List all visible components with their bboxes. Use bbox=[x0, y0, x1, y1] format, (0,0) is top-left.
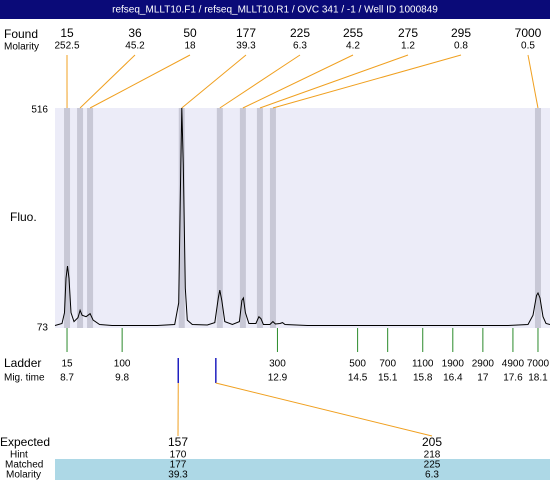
peak-leader bbox=[80, 55, 135, 108]
plot-area bbox=[55, 108, 550, 328]
molarity-label: Molarity bbox=[4, 42, 39, 53]
found-size: 255 bbox=[343, 26, 363, 40]
y-axis-label: Fluo. bbox=[10, 210, 37, 224]
y-tick-label: 73 bbox=[37, 323, 49, 334]
ladder-size: 1900 bbox=[442, 359, 465, 370]
found-size: 177 bbox=[236, 26, 256, 40]
ladder-time: 14.5 bbox=[348, 373, 368, 384]
found-size: 36 bbox=[128, 26, 142, 40]
ladder-size: 2900 bbox=[472, 359, 495, 370]
found-molarity: 0.8 bbox=[454, 41, 468, 52]
expected-molarity-label: Molarity bbox=[6, 470, 41, 480]
ladder-time: 9.8 bbox=[115, 373, 129, 384]
peak-band bbox=[257, 108, 263, 328]
matched-band bbox=[55, 459, 550, 480]
expected-leader bbox=[216, 383, 432, 436]
peak-leader bbox=[260, 55, 408, 108]
expected-molarity: 6.3 bbox=[425, 470, 439, 480]
ladder-time: 15.8 bbox=[413, 373, 433, 384]
ladder-time: 15.1 bbox=[378, 373, 398, 384]
peak-band bbox=[535, 108, 541, 328]
peak-leader bbox=[273, 55, 461, 108]
found-molarity: 0.5 bbox=[521, 41, 535, 52]
found-size: 295 bbox=[451, 26, 471, 40]
ladder-size: 1100 bbox=[412, 359, 434, 370]
found-size: 15 bbox=[60, 26, 74, 40]
ladder-time: 17.6 bbox=[503, 373, 523, 384]
expected-label: Expected bbox=[0, 435, 50, 449]
found-size: 225 bbox=[290, 26, 310, 40]
peak-band bbox=[77, 108, 83, 328]
found-molarity: 1.2 bbox=[401, 41, 415, 52]
ladder-size: 15 bbox=[61, 359, 73, 370]
ladder-time: 18.1 bbox=[528, 373, 548, 384]
found-size: 7000 bbox=[515, 26, 542, 40]
peak-band bbox=[270, 108, 276, 328]
found-label: Found bbox=[4, 27, 38, 41]
ladder-size: 500 bbox=[349, 359, 366, 370]
found-molarity: 252.5 bbox=[54, 41, 79, 52]
ladder-time: 12.9 bbox=[268, 373, 288, 384]
ladder-size: 4900 bbox=[502, 359, 525, 370]
ladder-time: 17 bbox=[477, 373, 489, 384]
expected-size: 205 bbox=[422, 435, 442, 449]
found-molarity: 6.3 bbox=[293, 41, 307, 52]
found-size: 50 bbox=[183, 26, 197, 40]
peak-band bbox=[240, 108, 246, 328]
expected-size: 157 bbox=[168, 435, 188, 449]
mig-time-label: Mig. time bbox=[4, 373, 45, 384]
ladder-time: 8.7 bbox=[60, 373, 74, 384]
ladder-size: 100 bbox=[114, 359, 131, 370]
peak-leader bbox=[90, 55, 190, 108]
title: refseq_MLLT10.F1 / refseq_MLLT10.R1 / OV… bbox=[112, 5, 438, 16]
ladder-label: Ladder bbox=[4, 356, 41, 370]
found-molarity: 45.2 bbox=[125, 41, 145, 52]
found-molarity: 4.2 bbox=[346, 41, 360, 52]
peak-band bbox=[217, 108, 223, 328]
peak-band bbox=[87, 108, 93, 328]
ladder-time: 16.4 bbox=[443, 373, 463, 384]
ladder-size: 700 bbox=[379, 359, 396, 370]
found-molarity: 39.3 bbox=[236, 41, 256, 52]
peak-leader bbox=[528, 55, 538, 108]
found-size: 275 bbox=[398, 26, 418, 40]
found-molarity: 18 bbox=[184, 41, 196, 52]
y-tick-label: 516 bbox=[31, 105, 48, 116]
ladder-size: 300 bbox=[269, 359, 286, 370]
expected-molarity: 39.3 bbox=[168, 470, 188, 480]
ladder-size: 7000 bbox=[527, 359, 550, 370]
peak-leader bbox=[182, 55, 246, 108]
